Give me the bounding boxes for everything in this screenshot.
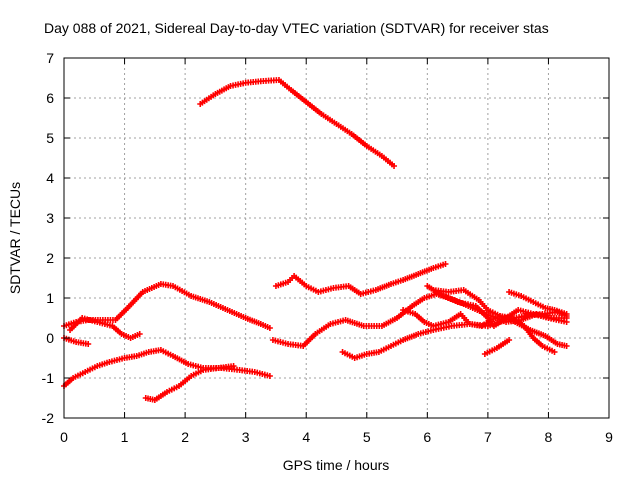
x-axis-label: GPS time / hours [283,457,390,473]
x-tick-label: 3 [242,429,250,445]
y-tick-label: 5 [46,130,54,146]
series-track-5 [61,335,92,347]
series-markers [430,287,570,349]
x-tick-label: 0 [60,429,68,445]
plot-frame [63,57,610,419]
series-markers [61,347,273,389]
grid-lines [64,58,609,418]
series-markers [272,261,449,297]
x-tick-label: 4 [302,429,310,445]
y-axis-label: SDTVAR / TECUs [7,182,23,294]
x-tick-label: 1 [121,429,129,445]
x-tick-label: 5 [363,429,371,445]
y-tick-label: 1 [46,290,54,306]
series-markers [142,363,237,403]
series-track-6 [142,363,237,403]
x-tick-label: 6 [423,429,431,445]
series-markers [61,335,92,347]
y-tick-label: 4 [46,170,54,186]
series-track-11 [424,283,570,329]
y-tick-label: 3 [46,210,54,226]
y-tick-label: 2 [46,250,54,266]
x-tick-label: 2 [181,429,189,445]
series-markers [197,77,398,169]
series-track-13 [506,289,570,317]
data-series [61,77,570,403]
series-track-12 [430,287,570,349]
series-track-7 [272,261,449,297]
x-tick-label: 7 [484,429,492,445]
axis-ticks: 0 1 2 3 4 5 6 7 8 9 -2 -1 0 1 2 3 4 5 6 7 [42,50,614,445]
series-markers [67,315,143,341]
series-markers [506,289,570,317]
y-tick-label: -1 [42,370,55,386]
chart-title: Day 088 of 2021, Sidereal Day-to-day VTE… [44,20,549,36]
y-tick-label: 0 [46,330,54,346]
x-tick-label: 9 [605,429,613,445]
series-markers [424,283,570,329]
series-track-4 [67,315,143,341]
series-track-1 [197,77,398,169]
y-tick-label: -2 [42,410,55,426]
y-tick-label: 6 [46,90,54,106]
series-track-3 [61,347,273,389]
x-tick-label: 8 [545,429,553,445]
series-markers [481,337,513,357]
series-track-14 [481,337,513,357]
y-tick-label: 7 [46,50,54,66]
